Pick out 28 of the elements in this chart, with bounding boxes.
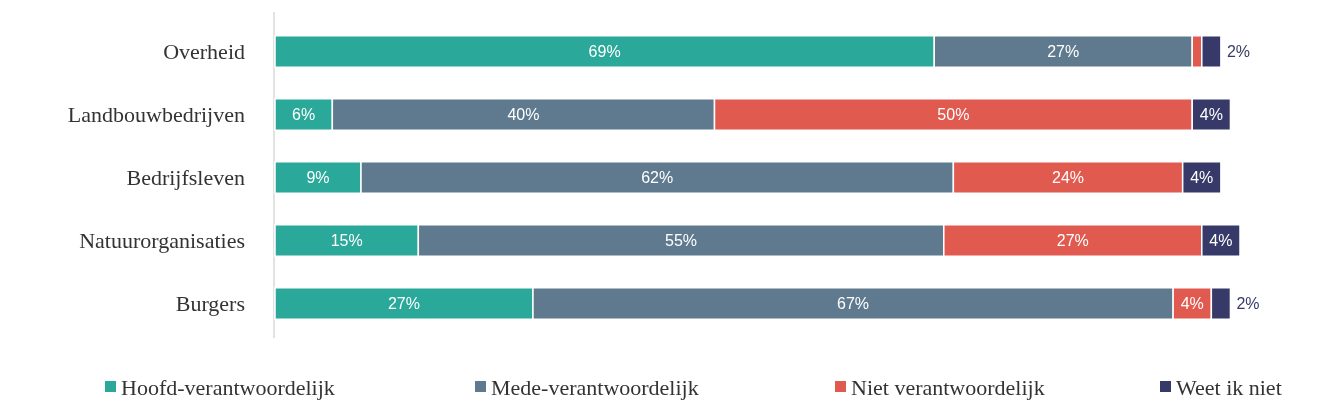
legend-label: Hoofd-verantwoordelijk: [121, 374, 335, 400]
data-label: 2%: [1226, 43, 1251, 61]
data-label: 27%: [1056, 232, 1089, 250]
data-label: 40%: [507, 106, 540, 124]
data-label: 15%: [330, 232, 363, 250]
legend-label: Mede-verantwoordelijk: [491, 374, 699, 400]
y-tick-label: Burgers: [175, 291, 245, 317]
data-label: 4%: [1180, 295, 1204, 313]
y-tick-label: Natuurorganisaties: [79, 228, 245, 254]
legend-label: Niet verantwoordelijk: [851, 374, 1045, 400]
data-label: 2%: [1236, 295, 1260, 313]
data-label: 4%: [1209, 232, 1233, 250]
y-tick-label: Landbouwbedrijven: [67, 102, 245, 128]
data-label: 9%: [306, 169, 330, 187]
y-tick-label: Overheid: [163, 39, 245, 65]
data-label: 4%: [1199, 106, 1223, 124]
data-label: 27%: [387, 295, 420, 313]
legend-label: Weet ik niet: [1176, 374, 1282, 400]
data-label: 62%: [641, 169, 674, 187]
data-label: 27%: [1047, 43, 1080, 61]
data-label: 4%: [1190, 169, 1214, 187]
data-label: 24%: [1052, 169, 1085, 187]
data-label: 67%: [837, 295, 870, 313]
data-label: 69%: [588, 43, 621, 61]
data-label: 50%: [937, 106, 970, 124]
data-label: 6%: [292, 106, 316, 124]
y-tick-label: Bedrijfsleven: [126, 165, 245, 191]
data-label: 55%: [665, 232, 698, 250]
